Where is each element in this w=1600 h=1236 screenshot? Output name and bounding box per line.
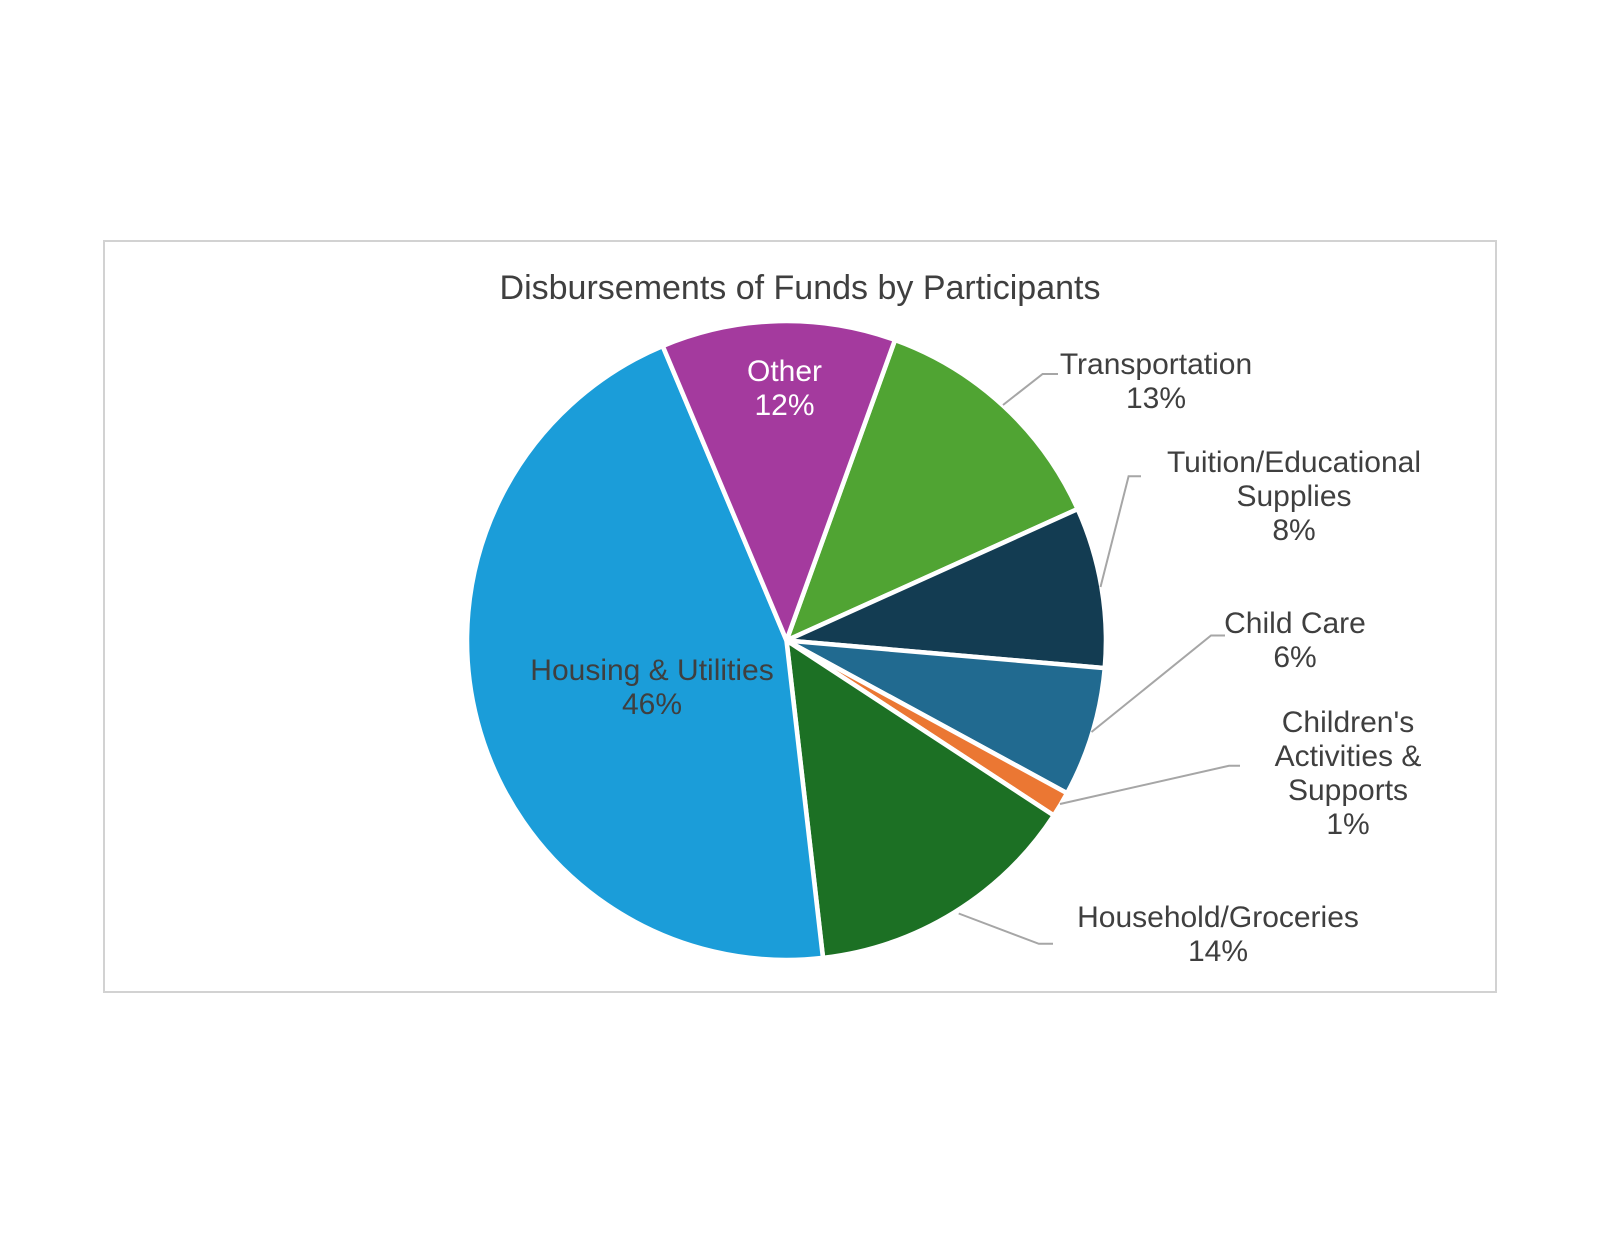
pie-slice-other — [660, 318, 898, 643]
slice-label-line: 46% — [621, 688, 683, 721]
slice-label-line: Other — [746, 354, 823, 388]
slice-label-line: Child Care — [1224, 606, 1366, 640]
slice-label-line: 1% — [1326, 808, 1370, 841]
slice-label-child-care: Child Care 6% — [1224, 607, 1366, 675]
leader-line-transportation — [1002, 373, 1058, 406]
slice-label-line: 14% — [1187, 935, 1249, 968]
slice-label-line: 6% — [1273, 640, 1317, 674]
pie-slice-child-care — [784, 638, 1108, 796]
pie-slice-housing-utilities — [464, 343, 826, 963]
slice-label-tuition: Tuition/Educational Supplies 8% — [1167, 446, 1421, 548]
pie-slice-household-groceries — [784, 638, 1057, 961]
slice-label-childrens-activities: Children's Activities & Supports 1% — [1275, 706, 1422, 842]
slice-label-transportation: Transportation 13% — [1060, 348, 1252, 416]
slice-label-line: Supports — [1287, 774, 1409, 807]
leader-line-tuition — [1099, 475, 1141, 588]
slice-label-line: Household/Groceries — [1077, 901, 1359, 934]
slice-label-other: Other 12% — [747, 355, 822, 423]
leader-line-child-care — [1090, 634, 1225, 733]
pie-slice-transportation — [784, 337, 1080, 643]
slice-label-line: Transportation — [1059, 348, 1253, 381]
slice-label-household-groceries: Household/Groceries 14% — [1077, 901, 1359, 969]
leader-line-household-groceries — [958, 912, 1053, 945]
slice-label-line: Activities & — [1274, 740, 1422, 773]
slice-label-line: Housing & Utilities — [530, 654, 774, 687]
slice-label-line: Children's — [1281, 706, 1415, 739]
slice-label-housing-utilities: Housing & Utilities 46% — [530, 654, 773, 722]
chart-title: Disbursements of Funds by Participants — [499, 269, 1101, 307]
slice-label-line: Tuition/Educational — [1166, 446, 1422, 479]
leader-line-childrens-activities — [1059, 764, 1240, 805]
slice-label-line: 12% — [754, 388, 815, 422]
slice-label-line: 8% — [1272, 514, 1316, 547]
slice-label-line: 13% — [1125, 382, 1187, 415]
slice-label-line: Supplies — [1236, 480, 1352, 513]
